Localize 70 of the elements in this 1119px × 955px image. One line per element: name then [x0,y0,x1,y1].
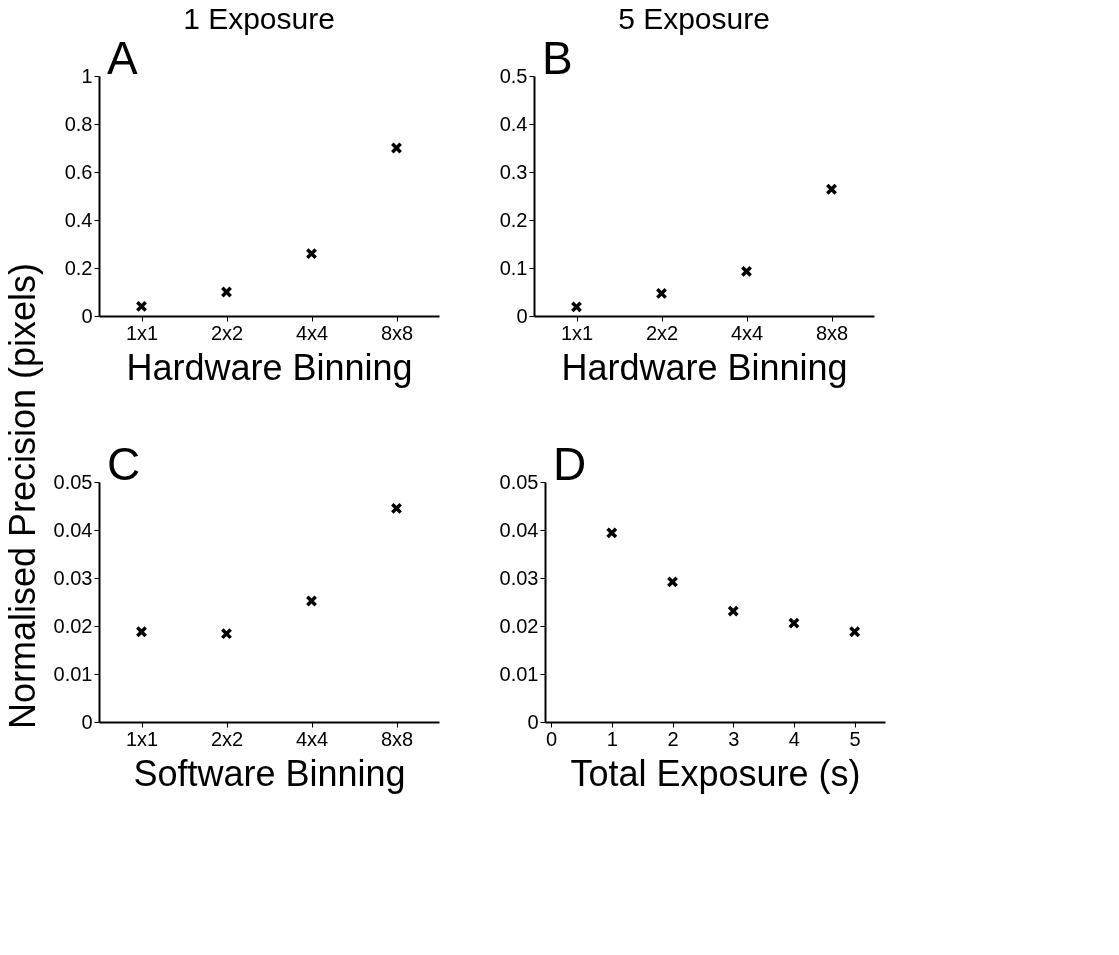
y-tick-label: 0.02 [499,614,539,637]
y-tick-label: 0.8 [64,112,93,135]
x-tick-label: 1x1 [125,321,159,344]
annotation: A [107,32,138,84]
y-tick-label: 0 [516,304,528,327]
x-tick-label: 2x2 [645,321,679,344]
point [220,627,233,640]
y-tick-label: 0 [527,710,539,733]
annotation: B [542,32,573,84]
y-tick-label: 0.2 [64,256,93,279]
annotation: D [553,438,587,490]
x-tick-label: 4 [788,727,800,750]
point [788,617,800,630]
x-tick-label: 1x1 [125,727,159,750]
y-tick-label: 0.05 [53,470,93,493]
x-tick-label: 4x4 [730,321,764,344]
point [135,300,148,313]
x-tick-label: 2x2 [210,321,244,344]
y-tick-label: 0.04 [53,518,93,541]
x-tick-label: 1 [606,727,618,750]
x-tick-label: 0 [546,727,558,750]
x-tick-label: 5 [849,727,861,750]
x-tick-label: 4x4 [295,321,329,344]
x-axis-title: Total Exposure (s) [570,752,861,794]
y-tick-label: 1 [81,64,93,87]
x-tick-label: 2 [667,727,679,750]
x-axis-title: Hardware Binning [561,346,848,388]
x-axis-title: Hardware Binning [126,346,413,388]
y-tick-label: 0.4 [64,208,93,231]
y-tick-label: 0 [81,710,93,733]
x-tick-label: 8x8 [380,321,414,344]
chart-title: 1 Exposure [183,2,335,35]
point [666,575,679,588]
point [135,625,148,638]
point [825,183,838,196]
point [848,625,861,638]
y-tick-label: 0.3 [499,160,528,183]
point [727,605,740,618]
y-axis-title: Normalised Precision (pixels) [2,262,43,730]
chart-title: 5 Exposure [618,2,770,35]
point [305,595,318,607]
x-tick-label: 2x2 [210,727,244,750]
x-tick-label: 1x1 [560,321,594,344]
x-axis-title: Software Binning [133,752,406,794]
annotation: C [107,438,141,490]
point [605,526,618,539]
point [390,502,403,515]
point [570,300,583,313]
y-tick-label: 0.03 [53,566,93,589]
y-tick-label: 0.04 [499,518,539,541]
x-tick-label: 3 [728,727,740,750]
point [220,286,233,298]
point [655,287,668,300]
x-tick-label: 4x4 [295,727,329,750]
x-tick-label: 8x8 [815,321,849,344]
point [740,265,753,278]
y-tick-label: 0.1 [499,256,528,279]
y-tick-label: 0.6 [64,160,93,183]
point [390,142,403,154]
x-tick-label: 8x8 [380,727,414,750]
y-tick-label: 0.01 [499,662,539,685]
y-tick-label: 0.05 [499,470,539,493]
y-tick-label: 0.4 [499,112,528,135]
y-tick-label: 0.5 [499,64,528,87]
point [305,247,318,260]
y-tick-label: 0 [81,304,93,327]
y-tick-label: 0.03 [499,566,539,589]
y-tick-label: 0.01 [53,662,93,685]
y-tick-label: 0.02 [53,614,93,637]
y-tick-label: 0.2 [499,208,528,231]
